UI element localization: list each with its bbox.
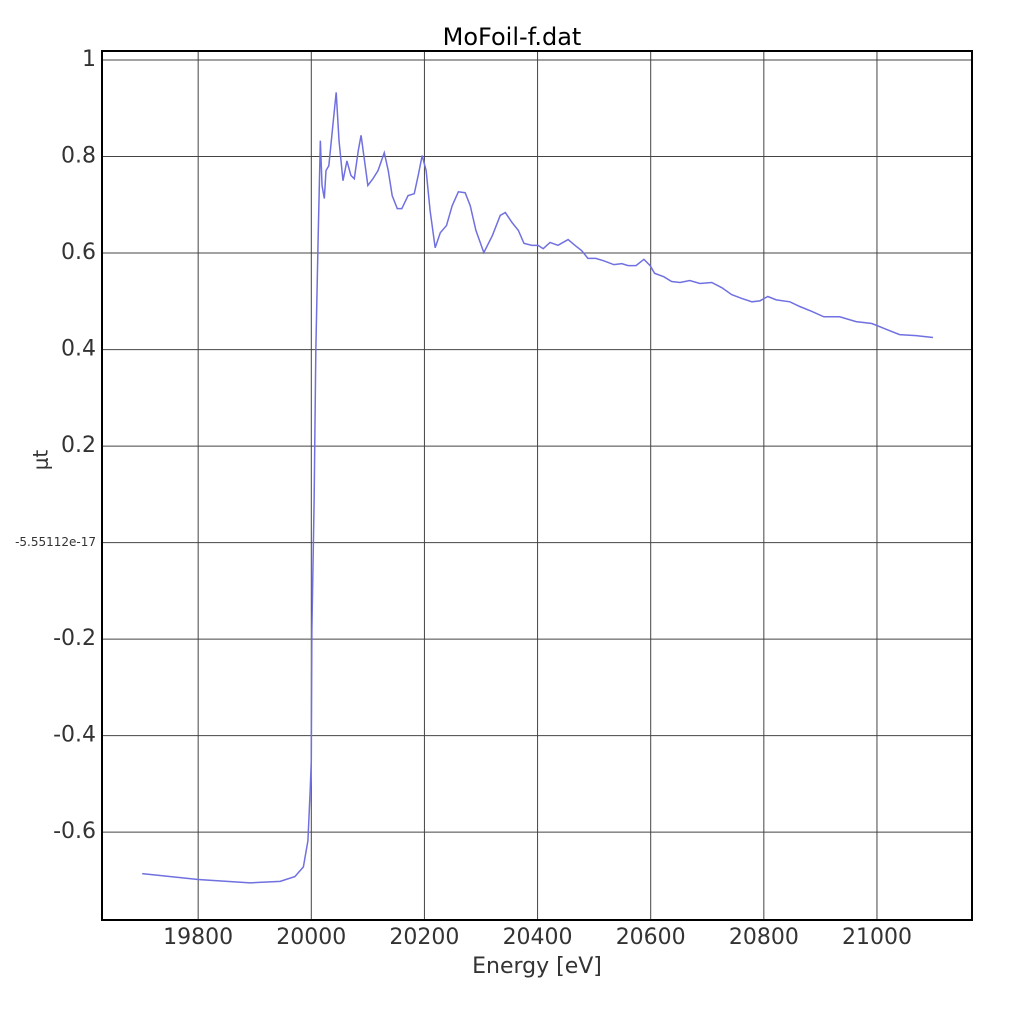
x-tick-label: 20800 [729, 925, 799, 950]
y-tick-label: 0.6 [61, 240, 96, 265]
x-tick-label: 21000 [842, 925, 912, 950]
plot-frame [101, 50, 973, 921]
x-tick-label: 20200 [389, 925, 459, 950]
y-tick-label: -0.2 [53, 626, 96, 651]
y-axis-label: μt [29, 450, 53, 471]
y-tick-label: -5.55112e-17 [15, 535, 96, 549]
y-tick-label: 0.4 [61, 337, 96, 362]
x-tick-label: 20600 [616, 925, 686, 950]
x-tick-label: 20400 [503, 925, 573, 950]
x-tick-label: 20000 [276, 925, 346, 950]
data-line [142, 92, 934, 884]
chart-title: MoFoil-f.dat [443, 23, 582, 51]
y-tick-label: 0.2 [61, 433, 96, 458]
y-tick-label: 0.8 [61, 144, 96, 169]
x-tick-label: 19800 [163, 925, 233, 950]
x-axis-label: Energy [eV] [472, 954, 602, 979]
y-tick-label: -0.6 [53, 819, 96, 844]
y-tick-label: 1 [82, 47, 96, 72]
y-tick-label: -0.4 [53, 723, 96, 748]
